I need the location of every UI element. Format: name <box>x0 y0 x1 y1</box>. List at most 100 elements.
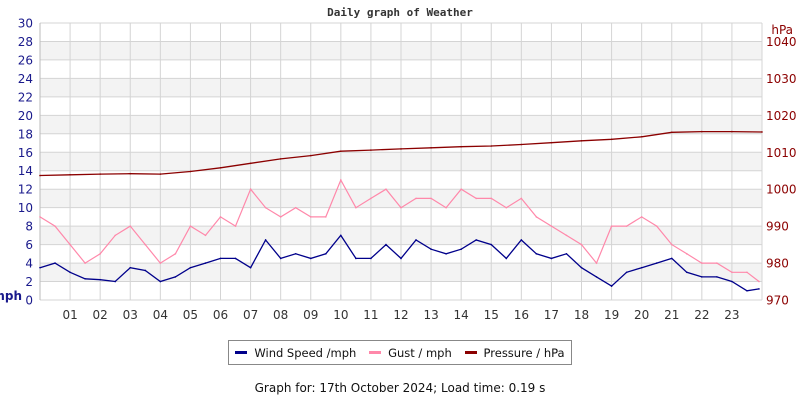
left-tick-label: 0 <box>25 294 33 308</box>
data-point <box>129 225 132 227</box>
legend-label: Wind Speed /mph <box>254 345 357 360</box>
data-point <box>159 280 162 283</box>
data-point <box>279 216 282 218</box>
data-point <box>279 158 282 160</box>
data-point <box>69 271 71 274</box>
data-point <box>610 138 613 141</box>
x-tick-label: 14 <box>454 308 469 322</box>
right-tick-label: 1010 <box>766 146 797 160</box>
data-point <box>355 206 357 209</box>
data-point <box>415 239 417 241</box>
left-tick-label: 10 <box>18 201 33 215</box>
data-point <box>746 289 748 292</box>
x-tick-label: 05 <box>183 308 198 322</box>
x-tick-label: 10 <box>333 308 348 322</box>
data-point <box>430 248 432 251</box>
data-point <box>294 206 297 209</box>
data-point <box>249 162 252 165</box>
left-tick-label: 2 <box>25 275 33 289</box>
data-point <box>685 253 688 255</box>
data-point <box>685 271 688 274</box>
data-point <box>159 173 162 175</box>
data-point <box>445 253 447 255</box>
data-point <box>595 262 598 264</box>
data-point <box>189 266 192 269</box>
right-tick-label: 990 <box>766 220 789 234</box>
data-point <box>610 225 613 227</box>
data-point <box>655 225 658 227</box>
data-point <box>324 253 327 255</box>
data-point <box>69 173 71 176</box>
data-point <box>761 131 763 133</box>
data-point <box>370 149 372 151</box>
data-point <box>54 262 56 264</box>
data-point <box>701 130 703 133</box>
data-point <box>595 276 598 278</box>
x-tick-label: 18 <box>574 308 589 322</box>
data-point <box>460 188 462 190</box>
x-tick-label: 06 <box>213 308 228 322</box>
data-point <box>129 172 132 175</box>
left-tick-label: 16 <box>18 146 33 160</box>
data-point <box>84 262 86 264</box>
left-tick-label: 8 <box>25 220 33 234</box>
data-point <box>279 257 282 260</box>
data-point <box>294 253 297 255</box>
data-point <box>114 234 117 237</box>
footer-status: Graph for: 17th October 2024; Load time:… <box>254 381 546 395</box>
data-point <box>490 243 493 246</box>
data-point <box>39 216 41 218</box>
data-point <box>264 239 267 241</box>
left-tick-label: 30 <box>18 17 33 31</box>
x-tick-label: 09 <box>303 308 318 322</box>
left-tick-label: 24 <box>18 72 33 86</box>
data-point <box>159 262 162 264</box>
data-point <box>219 257 222 260</box>
data-point <box>758 288 760 290</box>
x-tick-label: 23 <box>724 308 739 322</box>
data-point <box>355 257 357 260</box>
data-point <box>460 145 462 148</box>
left-tick-label: 4 <box>25 257 33 271</box>
right-tick-label: 1030 <box>766 72 797 86</box>
data-point <box>731 130 733 133</box>
data-point <box>505 206 508 209</box>
data-point <box>340 179 342 181</box>
right-tick-label: 980 <box>766 257 789 271</box>
chart-title: Daily graph of Weather <box>327 6 473 19</box>
left-tick-label: 22 <box>18 90 33 104</box>
data-point <box>324 216 327 218</box>
x-tick-label: 21 <box>664 308 679 322</box>
data-point <box>445 206 447 209</box>
data-point <box>610 285 613 287</box>
data-point <box>550 225 553 227</box>
data-point <box>625 271 628 274</box>
data-point <box>535 216 538 218</box>
left-axis-label: mph <box>0 289 22 303</box>
data-point <box>385 243 387 246</box>
data-point <box>174 253 177 255</box>
x-tick-label: 01 <box>62 308 77 322</box>
x-tick-label: 08 <box>273 308 288 322</box>
data-point <box>716 276 718 278</box>
x-tick-label: 03 <box>123 308 138 322</box>
data-point <box>370 257 372 260</box>
data-point <box>640 135 643 138</box>
legend-label: Pressure / hPa <box>483 345 565 360</box>
data-point <box>340 234 342 237</box>
data-point <box>746 271 748 274</box>
left-tick-label: 26 <box>18 53 33 67</box>
x-tick-label: 04 <box>153 308 168 322</box>
data-point <box>370 197 372 200</box>
data-point <box>670 131 673 134</box>
data-point <box>565 253 568 255</box>
left-tick-label: 20 <box>18 109 33 123</box>
x-tick-label: 16 <box>514 308 529 322</box>
data-point <box>189 170 192 173</box>
x-tick-label: 15 <box>484 308 499 322</box>
data-point <box>189 225 192 227</box>
data-point <box>219 166 222 169</box>
right-tick-label: 1000 <box>766 183 797 197</box>
data-point <box>99 253 101 255</box>
